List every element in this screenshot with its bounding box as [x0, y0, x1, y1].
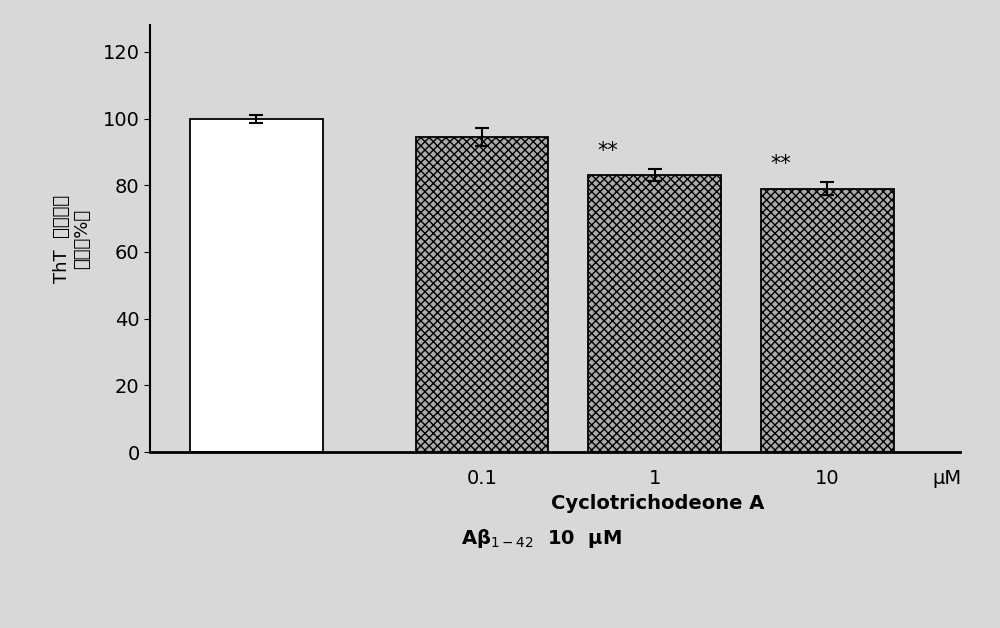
Bar [416, 137, 548, 452]
Text: 1: 1 [648, 469, 661, 488]
Text: 10: 10 [815, 469, 840, 488]
Bar [761, 188, 894, 452]
Bar [190, 119, 323, 452]
Y-axis label: ThT  荧光强度
（对照%）: ThT 荧光强度 （对照%） [53, 195, 91, 283]
Text: Cyclotrichodeone A: Cyclotrichodeone A [551, 494, 765, 513]
Text: **: ** [598, 141, 618, 161]
Text: **: ** [770, 154, 791, 173]
Bar [588, 175, 721, 452]
Text: μM: μM [932, 469, 961, 488]
Text: A$\mathregular{\beta}_{1-42}$  10  $\mathregular{\mu}$M: A$\mathregular{\beta}_{1-42}$ 10 $\mathr… [461, 528, 622, 550]
Text: 0.1: 0.1 [467, 469, 497, 488]
